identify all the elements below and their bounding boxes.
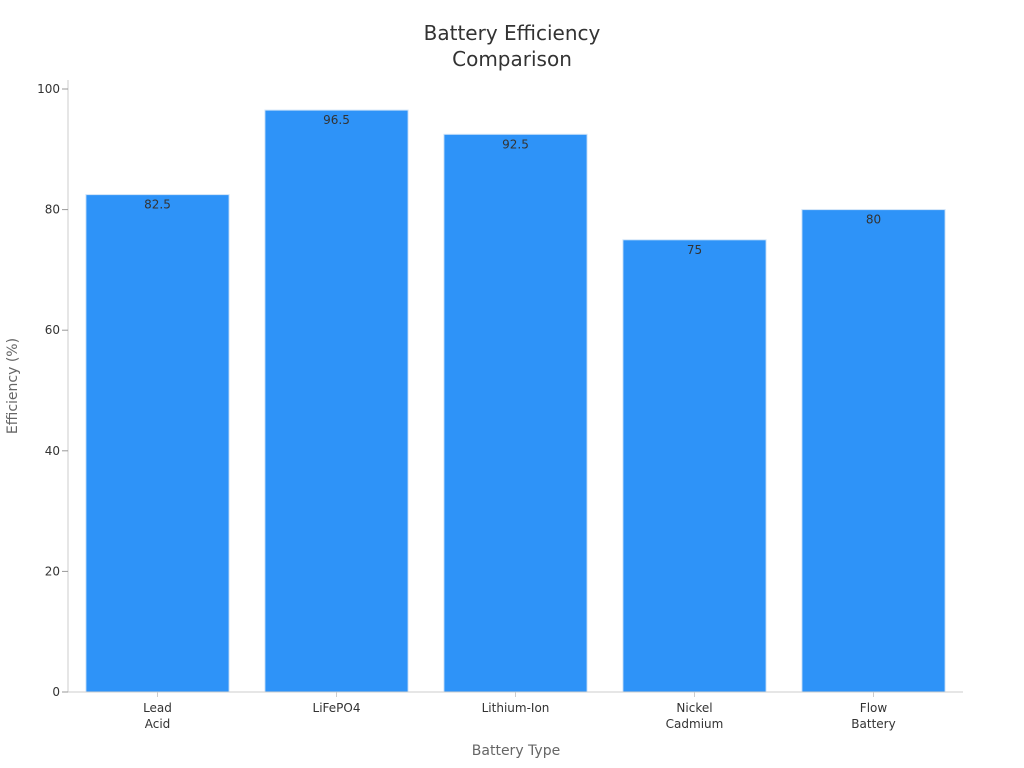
bar-2: [443, 133, 588, 693]
x-tick-label-1: LiFePO4: [313, 701, 361, 715]
y-tick-label-5: 100: [37, 82, 60, 96]
x-tick-label-3: Nickel Cadmium: [666, 701, 724, 731]
bar-value-labels: 82.5 96.5 92.5 75 80: [144, 113, 881, 257]
y-tick-label-1: 20: [45, 564, 60, 578]
y-tick-label-2: 40: [45, 444, 60, 458]
bar-value-label-3: 75: [687, 243, 702, 257]
bar-value-label-2: 92.5: [502, 137, 529, 151]
bar-value-label-4: 80: [866, 213, 881, 227]
x-axis-ticks: Lead Acid LiFePO4 Lithium-Ion Nickel Cadmium F…: [143, 692, 896, 731]
chart-title-line-1: Battery Efficiency: [423, 21, 601, 45]
x-axis-title: Battery Type: [472, 743, 560, 759]
bar-value-label-0: 82.5: [144, 198, 171, 212]
y-axis-title: Efficiency (%): [5, 338, 21, 434]
x-tick-label-4: Flow Battery: [851, 701, 895, 731]
chart-title: Battery Efficiency Comparison: [0, 20, 1024, 72]
bar-4: [801, 209, 946, 693]
bar-1: [264, 109, 409, 693]
x-tick-label-0: Lead Acid: [143, 701, 172, 731]
chart-title-line-2: Comparison: [452, 47, 572, 71]
y-tick-label-3: 60: [45, 323, 60, 337]
y-tick-label-0: 0: [52, 685, 60, 699]
y-tick-label-4: 80: [45, 203, 60, 217]
bar-3: [622, 239, 767, 693]
y-axis-ticks: 0 20 40 60 80 100: [37, 82, 68, 699]
bar-0: [85, 194, 230, 693]
bar-value-label-1: 96.5: [323, 113, 350, 127]
x-tick-label-2: Lithium-Ion: [482, 701, 550, 715]
bars-group: [85, 109, 946, 693]
